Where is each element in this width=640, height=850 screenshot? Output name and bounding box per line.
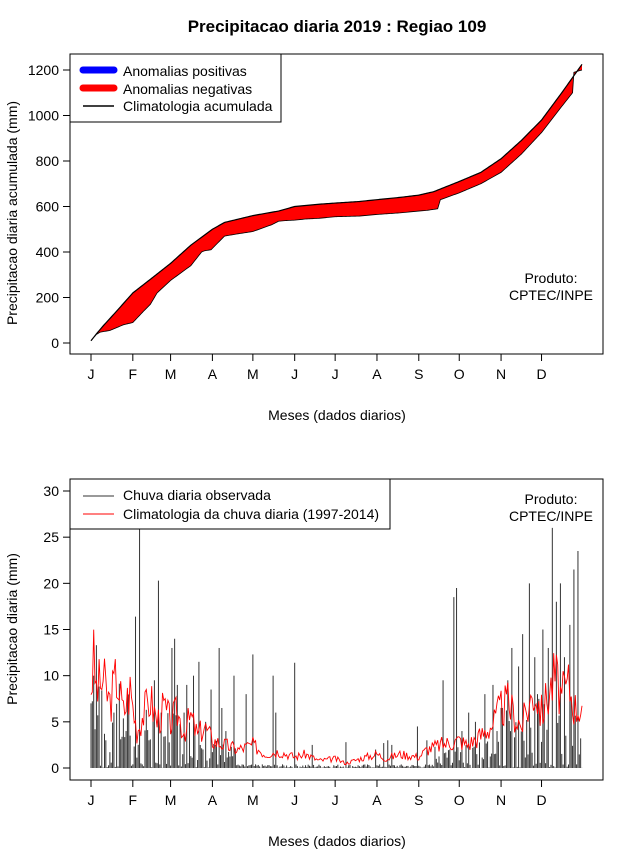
credit-line-2: CPTEC/INPE — [509, 287, 593, 303]
y-tick-label: 0 — [51, 335, 59, 351]
x-tick-label: A — [372, 792, 382, 808]
legend-label-observed: Chuva diaria observada — [123, 487, 271, 503]
credit-line-1: Produto: — [525, 491, 578, 507]
y-axis: 0 5 10 15 20 25 30 — [43, 483, 71, 776]
x-tick-label: J — [88, 366, 95, 382]
daily-precipitation-chart: 0 5 10 15 20 25 30 J F M A M J J A S O N D Precipitacao d… — [4, 478, 604, 849]
observed-cumulative-line — [90, 69, 583, 341]
y-tick-label: 5 — [51, 714, 59, 730]
y-tick-label: 1000 — [28, 108, 59, 124]
y-tick-label: 1200 — [28, 62, 59, 78]
legend-label-negative: Anomalias negativas — [123, 81, 252, 97]
climatology-cumulative-line — [90, 63, 583, 342]
anomaly-fill — [91, 64, 582, 341]
credit-line-2: CPTEC/INPE — [509, 508, 593, 524]
x-tick-label: D — [536, 366, 546, 382]
y-tick-label: 20 — [43, 575, 59, 591]
x-tick-label: M — [165, 366, 177, 382]
x-tick-label: J — [291, 366, 298, 382]
x-tick-label: J — [88, 792, 95, 808]
x-tick-label: J — [291, 792, 298, 808]
y-axis-label: Precipitacao diaria (mm) — [4, 553, 20, 705]
y-tick-label: 800 — [36, 153, 60, 169]
legend-label-climatology: Climatologia acumulada — [123, 98, 273, 114]
y-axis-label: Precipitacao diaria acumulada (mm) — [4, 101, 20, 325]
y-tick-label: 0 — [51, 760, 59, 776]
climatology-line-group — [90, 629, 583, 765]
cumulative-precipitation-chart: 0 200 400 600 800 1000 1200 J F M A M J J A S O N D Preci… — [4, 53, 604, 423]
credit-line-1: Produto: — [525, 270, 578, 286]
x-axis-label: Meses (dados diarios) — [268, 407, 406, 423]
x-tick-label: J — [332, 792, 339, 808]
legend: Chuva diaria observada Climatologia da c… — [69, 478, 391, 530]
y-tick-label: 25 — [43, 529, 59, 545]
legend-box — [69, 478, 391, 530]
y-tick-label: 10 — [43, 668, 59, 684]
x-tick-label: F — [129, 792, 138, 808]
x-tick-label: O — [454, 792, 465, 808]
x-axis-label: Meses (dados diarios) — [268, 833, 406, 849]
x-tick-label: S — [414, 792, 423, 808]
x-tick-label: A — [372, 366, 382, 382]
x-tick-label: M — [247, 366, 259, 382]
x-tick-label: J — [332, 366, 339, 382]
y-tick-label: 30 — [43, 483, 59, 499]
observed-rain-bars — [90, 527, 583, 768]
x-tick-label: A — [208, 366, 218, 382]
climatology-line-group — [90, 63, 583, 342]
y-axis: 0 200 400 600 800 1000 1200 — [28, 62, 71, 351]
x-tick-label: M — [247, 792, 259, 808]
x-tick-label: N — [496, 366, 506, 382]
x-tick-label: S — [414, 366, 423, 382]
legend-label-climatology: Climatologia da chuva diaria (1997-2014) — [123, 506, 379, 522]
y-tick-label: 600 — [36, 199, 60, 215]
y-tick-label: 15 — [43, 622, 59, 638]
climatology-daily-line — [90, 629, 583, 765]
x-tick-label: F — [129, 366, 138, 382]
x-tick-label: M — [165, 792, 177, 808]
x-tick-label: O — [454, 366, 465, 382]
negative-anomaly-area — [91, 64, 582, 341]
y-tick-label: 200 — [36, 290, 60, 306]
x-tick-label: D — [536, 792, 546, 808]
y-tick-label: 400 — [36, 244, 60, 260]
x-tick-label: A — [208, 792, 218, 808]
chart-title: Precipitacao diaria 2019 : Regiao 109 — [188, 17, 487, 36]
legend-label-positive: Anomalias positivas — [123, 63, 247, 79]
legend: Anomalias positivas Anomalias negativas … — [69, 53, 282, 123]
x-tick-label: N — [496, 792, 506, 808]
